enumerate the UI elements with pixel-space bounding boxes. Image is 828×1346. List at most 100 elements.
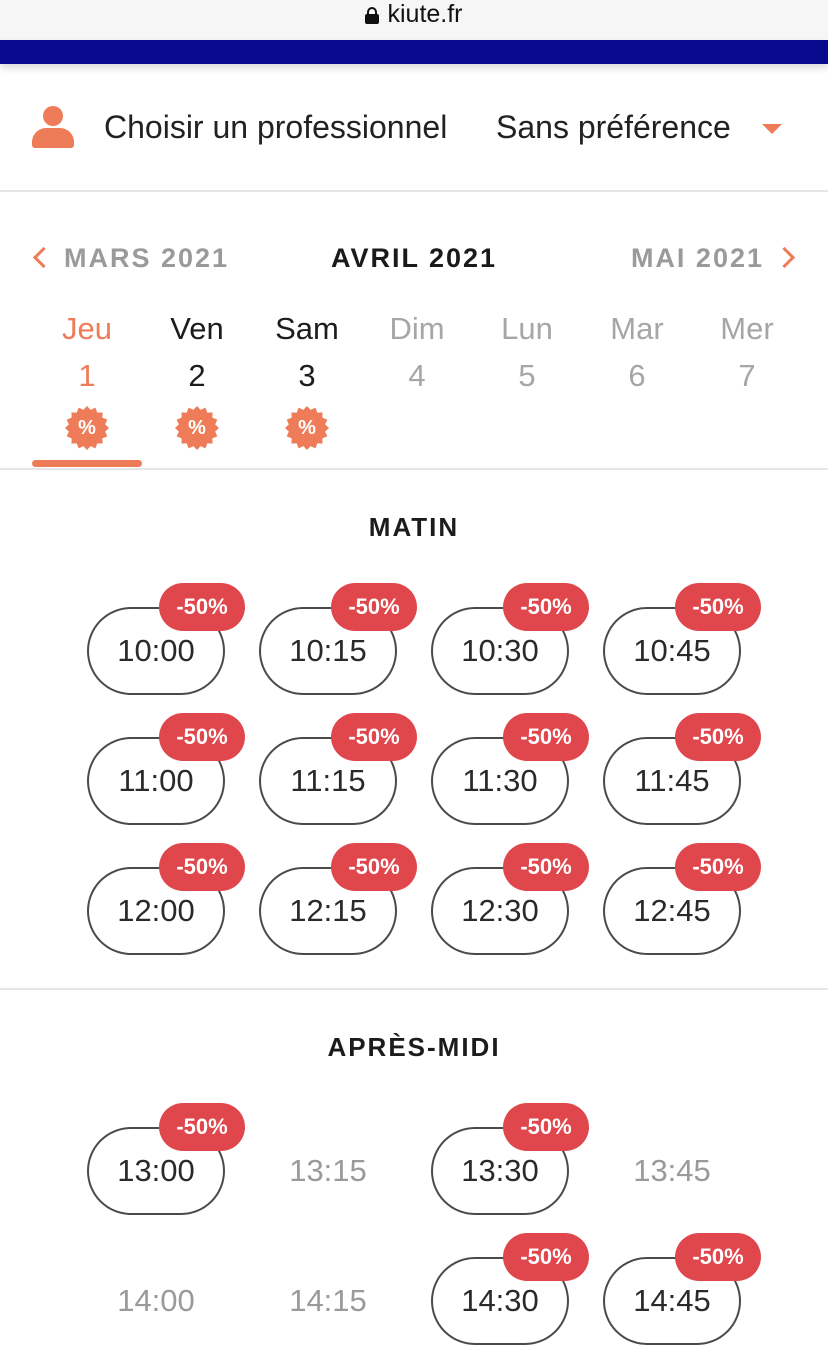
lock-icon xyxy=(365,7,380,24)
day-number: 4 xyxy=(408,358,426,393)
time-slot-button[interactable]: 13:30 -50% xyxy=(431,1103,589,1215)
url-text: kiute.fr xyxy=(0,0,828,28)
discount-badge: -50% xyxy=(675,713,761,761)
time-slot-button: 13:15 xyxy=(259,1127,397,1215)
time-slot-pill xyxy=(259,1127,397,1215)
next-month-button[interactable]: MAI 2021 xyxy=(630,243,764,273)
discount-badge: -50% xyxy=(675,583,761,631)
day-name: Lun xyxy=(501,311,553,346)
time-slot-label: 12:15 xyxy=(289,893,367,928)
discount-badge: -50% xyxy=(675,843,761,891)
day-name: Mar xyxy=(610,311,664,346)
discount-badge: -50% xyxy=(675,1233,761,1281)
discount-badge: -50% xyxy=(331,583,417,631)
time-slot-label: 14:15 xyxy=(289,1283,367,1318)
day-tab[interactable]: Dim 4 xyxy=(362,310,472,396)
user-icon xyxy=(32,106,74,152)
day-tab[interactable]: Jeu 1 % xyxy=(32,310,142,450)
professional-value[interactable]: Sans préférence xyxy=(496,109,731,145)
day-number: 6 xyxy=(628,358,646,393)
time-slot-label: 11:15 xyxy=(290,763,366,798)
discount-badge: -50% xyxy=(503,1233,589,1281)
time-slot-label: 12:00 xyxy=(117,893,195,928)
day-name: Dim xyxy=(389,311,445,346)
time-slot-button[interactable]: 12:30 -50% xyxy=(431,843,589,955)
time-slot-button[interactable]: 10:15 -50% xyxy=(259,583,417,695)
time-slot-label: 10:00 xyxy=(117,633,195,668)
discount-seal-label: % xyxy=(298,417,316,439)
time-slot-button[interactable]: 11:45 -50% xyxy=(603,713,761,825)
time-slot-label: 12:45 xyxy=(633,893,711,928)
month-navigation: MARS 2021 AVRIL 2021 MAI 2021 xyxy=(0,230,828,290)
day-tab[interactable]: Mer 7 xyxy=(692,310,802,396)
day-tab[interactable]: Sam 3 % xyxy=(252,310,362,450)
day-number: 2 xyxy=(188,358,206,393)
day-number: 3 xyxy=(298,358,316,393)
day-name: Ven xyxy=(170,311,224,346)
day-tab[interactable]: Lun 5 xyxy=(472,310,582,396)
time-slot-button[interactable]: 11:30 -50% xyxy=(431,713,589,825)
day-tab[interactable]: Mar 6 xyxy=(582,310,692,396)
morning-section-title: MATIN xyxy=(368,512,460,542)
time-slot-button[interactable]: 10:00 -50% xyxy=(87,583,245,695)
discount-badge: -50% xyxy=(503,713,589,761)
time-slot-label: 13:45 xyxy=(633,1153,711,1188)
discount-seal-icon: % xyxy=(175,406,219,450)
discount-badge: -50% xyxy=(503,583,589,631)
time-slot-button[interactable]: 14:45 -50% xyxy=(603,1233,761,1345)
day-name: Jeu xyxy=(62,311,112,346)
day-number: 5 xyxy=(518,358,536,393)
time-slot-button[interactable]: 12:45 -50% xyxy=(603,843,761,955)
time-slot-label: 12:30 xyxy=(461,893,539,928)
time-slot-button[interactable]: 12:15 -50% xyxy=(259,843,417,955)
time-slot-label: 11:30 xyxy=(462,763,538,798)
time-slot-button[interactable]: 10:30 -50% xyxy=(431,583,589,695)
time-slot-button[interactable]: 13:00 -50% xyxy=(87,1103,245,1215)
afternoon-section-title: APRÈS-MIDI xyxy=(327,1032,501,1062)
time-slot-label: 14:45 xyxy=(633,1283,711,1318)
discount-badge: -50% xyxy=(159,583,245,631)
caret-down-icon[interactable] xyxy=(762,124,782,134)
time-slot-pill xyxy=(603,1127,741,1215)
site-header-bar xyxy=(0,40,828,64)
time-slot-label: 13:00 xyxy=(117,1153,195,1188)
time-slot-label: 13:15 xyxy=(289,1153,367,1188)
discount-seal-icon: % xyxy=(65,406,109,450)
day-number: 1 xyxy=(78,358,96,393)
time-slot-label: 11:00 xyxy=(118,763,194,798)
professional-selector[interactable]: Choisir un professionnel Sans préférence xyxy=(0,64,828,192)
divider xyxy=(0,988,828,990)
time-slot-button[interactable]: 12:00 -50% xyxy=(87,843,245,955)
selected-day-indicator xyxy=(32,460,142,467)
discount-badge: -50% xyxy=(503,1103,589,1151)
time-slot-label: 14:00 xyxy=(117,1283,195,1318)
prev-month-button[interactable]: MARS 2021 xyxy=(64,243,230,273)
time-slot-label: 10:30 xyxy=(461,633,539,668)
time-slot-pill xyxy=(259,1257,397,1345)
time-slot-label: 10:45 xyxy=(633,633,711,668)
day-name: Mer xyxy=(720,311,774,346)
day-name: Sam xyxy=(275,311,339,346)
discount-badge: -50% xyxy=(331,713,417,761)
time-slot-button[interactable]: 11:00 -50% xyxy=(87,713,245,825)
time-slot-button: 13:45 xyxy=(603,1127,741,1215)
discount-badge: -50% xyxy=(331,843,417,891)
discount-badge: -50% xyxy=(159,713,245,761)
current-month: AVRIL 2021 xyxy=(330,243,498,273)
time-slot-button[interactable]: 10:45 -50% xyxy=(603,583,761,695)
time-slot-button[interactable]: 14:30 -50% xyxy=(431,1233,589,1345)
time-slot-button: 14:15 xyxy=(259,1257,397,1345)
time-slot-button[interactable]: 11:15 -50% xyxy=(259,713,417,825)
professional-label: Choisir un professionnel xyxy=(104,109,448,145)
time-slot-label: 14:30 xyxy=(461,1283,539,1318)
time-slot-button: 14:00 xyxy=(87,1257,225,1345)
divider xyxy=(0,468,828,470)
discount-badge: -50% xyxy=(159,843,245,891)
time-slot-label: 11:45 xyxy=(634,763,710,798)
time-slot-label: 10:15 xyxy=(289,633,367,668)
day-number: 7 xyxy=(738,358,756,393)
browser-url-bar[interactable]: kiute.fr xyxy=(0,0,828,40)
discount-seal-label: % xyxy=(188,417,206,439)
day-tab[interactable]: Ven 2 % xyxy=(142,310,252,450)
url-label: kiute.fr xyxy=(387,0,463,28)
